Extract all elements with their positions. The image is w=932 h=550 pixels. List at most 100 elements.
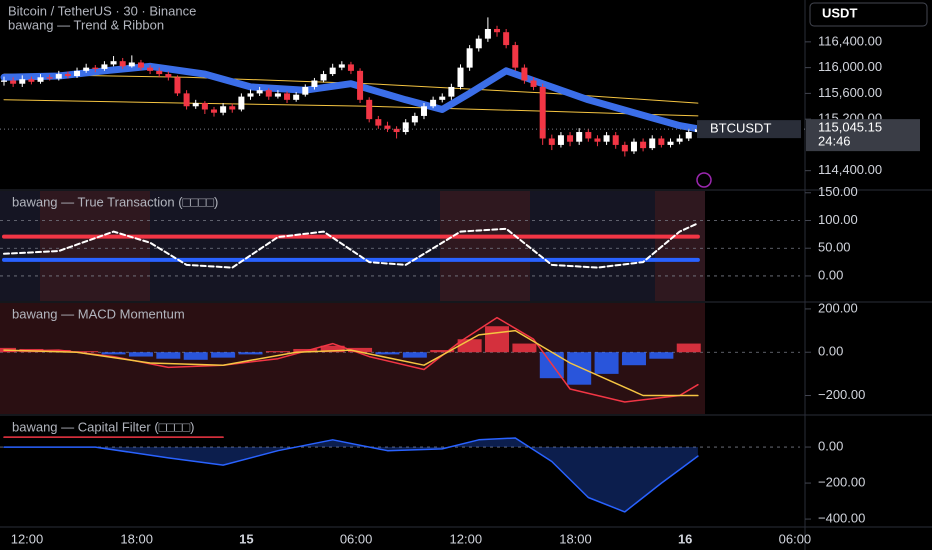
candle-body [530,80,537,87]
candle-body [110,61,117,65]
candle-body [19,79,26,84]
histogram-bar [74,351,99,353]
y-tick-label: 150.00 [818,184,858,199]
y-tick-label: 50.00 [818,240,851,255]
candle-body [585,132,592,139]
x-tick-label: 12:00 [11,531,44,546]
alert-icon[interactable] [696,172,712,188]
histogram-bar [156,352,181,359]
candle-body [92,67,99,69]
x-tick-label: 18:00 [120,531,153,546]
candle-body [320,74,327,81]
histogram-bar [128,352,153,357]
candle-body [238,96,245,110]
candle-body [174,77,181,94]
histogram-bar [649,352,674,359]
histogram-bar [211,352,236,358]
x-tick-label: 06:00 [779,531,812,546]
candle-body [74,70,81,76]
pane-bg [40,191,150,301]
candle-body [338,64,345,68]
candle-body [156,70,163,75]
histogram-bar [101,352,126,355]
pane-bg [440,191,530,301]
candle-body [311,80,318,87]
candle-body [302,86,309,95]
y-tick-label: −200.00 [818,475,865,490]
candle-body [548,138,555,145]
candle-body [475,38,482,49]
currency-button[interactable] [809,2,928,27]
histogram-bar [375,352,400,355]
histogram-bar [265,351,290,353]
price-tag-label: 115,045.15 [818,120,882,135]
candle-body [128,62,135,67]
candle-body [457,67,464,87]
pane-title: bawang — Capital Filter (□□□□) [12,419,194,434]
candle-body [640,141,647,149]
candle-body [630,141,637,152]
candle-body [147,67,154,71]
y-tick-label: −200.00 [818,387,865,402]
candle-body [649,138,656,149]
candle-body [274,93,281,97]
candle-body [439,96,446,100]
candle-body [420,106,427,116]
pane-title: bawang — True Transaction (□□□□) [12,194,218,209]
histogram-bar [676,343,701,353]
x-tick-label: 16 [678,531,692,546]
y-tick-label: 114,400.00 [818,162,882,177]
candle-body [220,106,227,113]
histogram-bar [485,326,510,353]
candle-body [210,109,217,113]
candle-body [375,119,382,126]
currency-label[interactable]: USDT [822,5,857,20]
candle-body [676,138,683,142]
candle-body [658,138,665,145]
line [0,62,702,133]
symbol-tag [697,120,801,139]
candle-body [247,93,254,97]
candle-body [603,135,610,142]
candle-body [229,106,236,110]
histogram-bar [621,352,646,366]
y-tick-label: −400.00 [818,511,865,526]
candle-body [329,67,336,75]
symbol-title: Bitcoin / TetherUS · 30 · Binance [8,3,196,18]
histogram-bar [567,352,592,385]
line [3,329,699,397]
candle-body [393,128,400,133]
line [3,222,699,269]
candle-body [256,90,263,94]
candle-body [384,125,391,129]
candle-body [539,86,546,139]
candle-body [484,28,491,39]
histogram-bar [594,352,619,374]
candle-body [521,67,528,81]
candle-body [293,94,300,100]
price-tag [806,119,920,152]
histogram-bar [402,352,427,358]
candle-body [83,67,90,71]
candle-body [284,93,291,100]
indicator-title: bawang — Trend & Ribbon [8,17,164,32]
candle-body [165,74,172,78]
candle-body [55,74,62,79]
candle-body [411,115,418,123]
candle-body [37,77,44,82]
candle-body [347,64,354,71]
y-tick-label: 0.00 [818,267,843,282]
candle-body [503,32,510,46]
candle-body [512,45,519,68]
candle-body [594,138,601,142]
x-tick-label: 12:00 [450,531,483,546]
candle-body [430,99,437,107]
candle-body [494,28,501,33]
candle-body [46,77,53,79]
symbol-tag-label: BTCUSDT [710,121,771,136]
y-tick-label: 115,600.00 [818,85,882,100]
pane-title: bawang — MACD Momentum [12,306,185,321]
candle-body [466,48,473,68]
candle-body [119,61,126,67]
